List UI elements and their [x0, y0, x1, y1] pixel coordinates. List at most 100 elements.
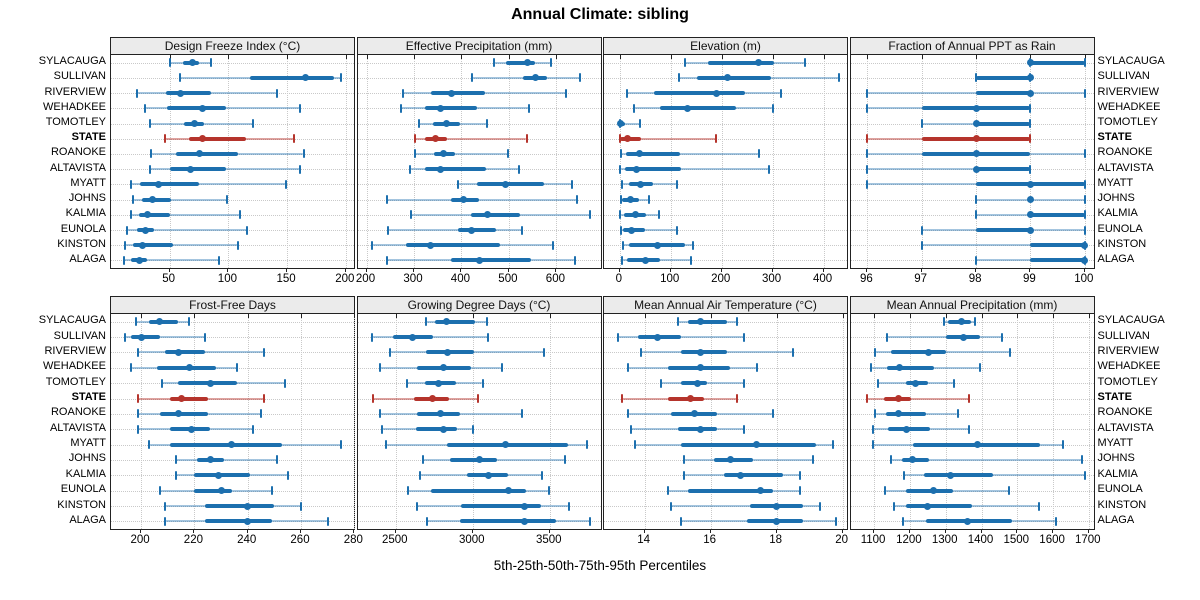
whisker-cap	[835, 516, 838, 526]
panel-header: Design Freeze Index (°C)	[110, 37, 355, 55]
whisker-cap	[627, 409, 630, 419]
whisker-cap	[471, 73, 474, 83]
panel-header: Mean Annual Precipitation (mm)	[849, 296, 1095, 314]
panel-plot-area	[603, 313, 848, 530]
interquartile-bar	[167, 106, 226, 111]
whisker-cap	[1029, 119, 1032, 128]
median-dot	[946, 471, 954, 479]
whisker-5-95	[619, 122, 641, 125]
interquartile-bar	[133, 243, 174, 248]
horizontal-gridline	[111, 337, 354, 338]
horizontal-gridline	[111, 260, 354, 262]
whisker-cap	[676, 317, 679, 327]
whisker-cap	[676, 225, 679, 235]
whisker-cap	[471, 424, 474, 434]
whisker-cap	[920, 225, 923, 235]
median-dot	[427, 241, 435, 249]
whisker-cap	[771, 103, 774, 113]
horizontal-gridline	[850, 77, 1094, 79]
whisker-cap	[1083, 58, 1086, 68]
whisker-cap	[780, 88, 783, 98]
horizontal-gridline	[357, 383, 601, 385]
axis-tick-label: 1100	[860, 534, 886, 546]
horizontal-gridline	[111, 490, 354, 492]
whisker-cap	[886, 332, 889, 342]
median-dot	[148, 196, 156, 203]
axis-tick	[460, 268, 462, 272]
horizontal-gridline	[850, 367, 1094, 369]
interquartile-bar	[194, 473, 251, 478]
station-label-right: SULLIVAN	[1097, 70, 1150, 83]
median-dot	[185, 364, 193, 372]
vertical-gridline	[395, 314, 397, 529]
median-dot	[641, 256, 649, 264]
horizontal-gridline	[604, 506, 847, 507]
axis-tick-top	[842, 314, 844, 318]
axis-tick-label: 20	[835, 534, 849, 546]
station-label-left: WEHADKEE	[43, 100, 106, 113]
median-dot	[637, 180, 645, 188]
whisker-cap	[124, 332, 127, 342]
whisker-cap	[920, 240, 923, 250]
whisker-5-95	[890, 458, 1083, 461]
whisker-5-95	[904, 474, 1085, 477]
horizontal-gridline	[111, 62, 354, 64]
whisker-cap	[866, 134, 869, 144]
vertical-gridline	[1053, 314, 1055, 529]
whisker-cap	[408, 164, 411, 174]
axis-tick	[975, 268, 977, 272]
interquartile-bar	[140, 182, 199, 187]
axis-tick-label: 220	[183, 534, 203, 546]
median-dot	[654, 333, 662, 341]
axis-tick-label: 100	[217, 273, 237, 285]
whisker-5-95	[415, 152, 508, 155]
median-dot	[244, 502, 252, 510]
whisker-cap	[620, 255, 623, 265]
horizontal-gridline	[357, 337, 601, 338]
median-dot	[1026, 180, 1034, 188]
whisker-cap	[968, 394, 970, 403]
whisker-cap	[691, 240, 694, 250]
whisker-cap	[487, 332, 490, 342]
axis-tick-top	[867, 55, 869, 59]
whisker-cap	[164, 516, 167, 526]
panel-plot-area	[110, 54, 355, 269]
whisker-cap	[683, 455, 686, 465]
whisker-cap	[246, 225, 249, 235]
median-dot	[697, 318, 705, 326]
whisker-5-95	[620, 229, 678, 231]
axis-tick-label: 260	[290, 534, 310, 546]
median-dot	[502, 180, 510, 188]
axis-tick	[908, 529, 910, 533]
whisker-cap	[620, 394, 623, 403]
whisker-5-95	[125, 244, 238, 247]
whisker-cap	[179, 73, 182, 83]
horizontal-gridline	[604, 245, 847, 247]
median-dot	[244, 517, 252, 525]
whisker-cap	[683, 470, 686, 480]
median-dot	[135, 256, 143, 264]
interquartile-bar	[906, 488, 954, 493]
vertical-gridline	[772, 55, 774, 268]
whisker-cap	[204, 332, 207, 342]
horizontal-gridline	[850, 490, 1094, 492]
horizontal-gridline	[850, 214, 1094, 216]
vertical-gridline	[301, 314, 302, 529]
whisker-cap	[421, 455, 424, 465]
whisker-cap	[1081, 455, 1084, 465]
median-dot	[214, 471, 222, 479]
station-label-left: KALMIA	[65, 207, 106, 220]
station-label-right: ALAGA	[1097, 513, 1135, 526]
interquartile-bar	[149, 319, 179, 324]
whisker-cap	[974, 317, 977, 327]
interquartile-bar	[175, 151, 238, 156]
axis-tick-label: 150	[276, 273, 296, 285]
median-dot	[141, 226, 149, 234]
whisker-cap	[679, 516, 682, 526]
median-dot	[137, 333, 145, 341]
median-dot	[443, 318, 450, 326]
median-dot	[156, 318, 164, 326]
median-dot	[972, 135, 980, 143]
whisker-cap	[262, 394, 265, 403]
median-dot	[908, 456, 916, 464]
